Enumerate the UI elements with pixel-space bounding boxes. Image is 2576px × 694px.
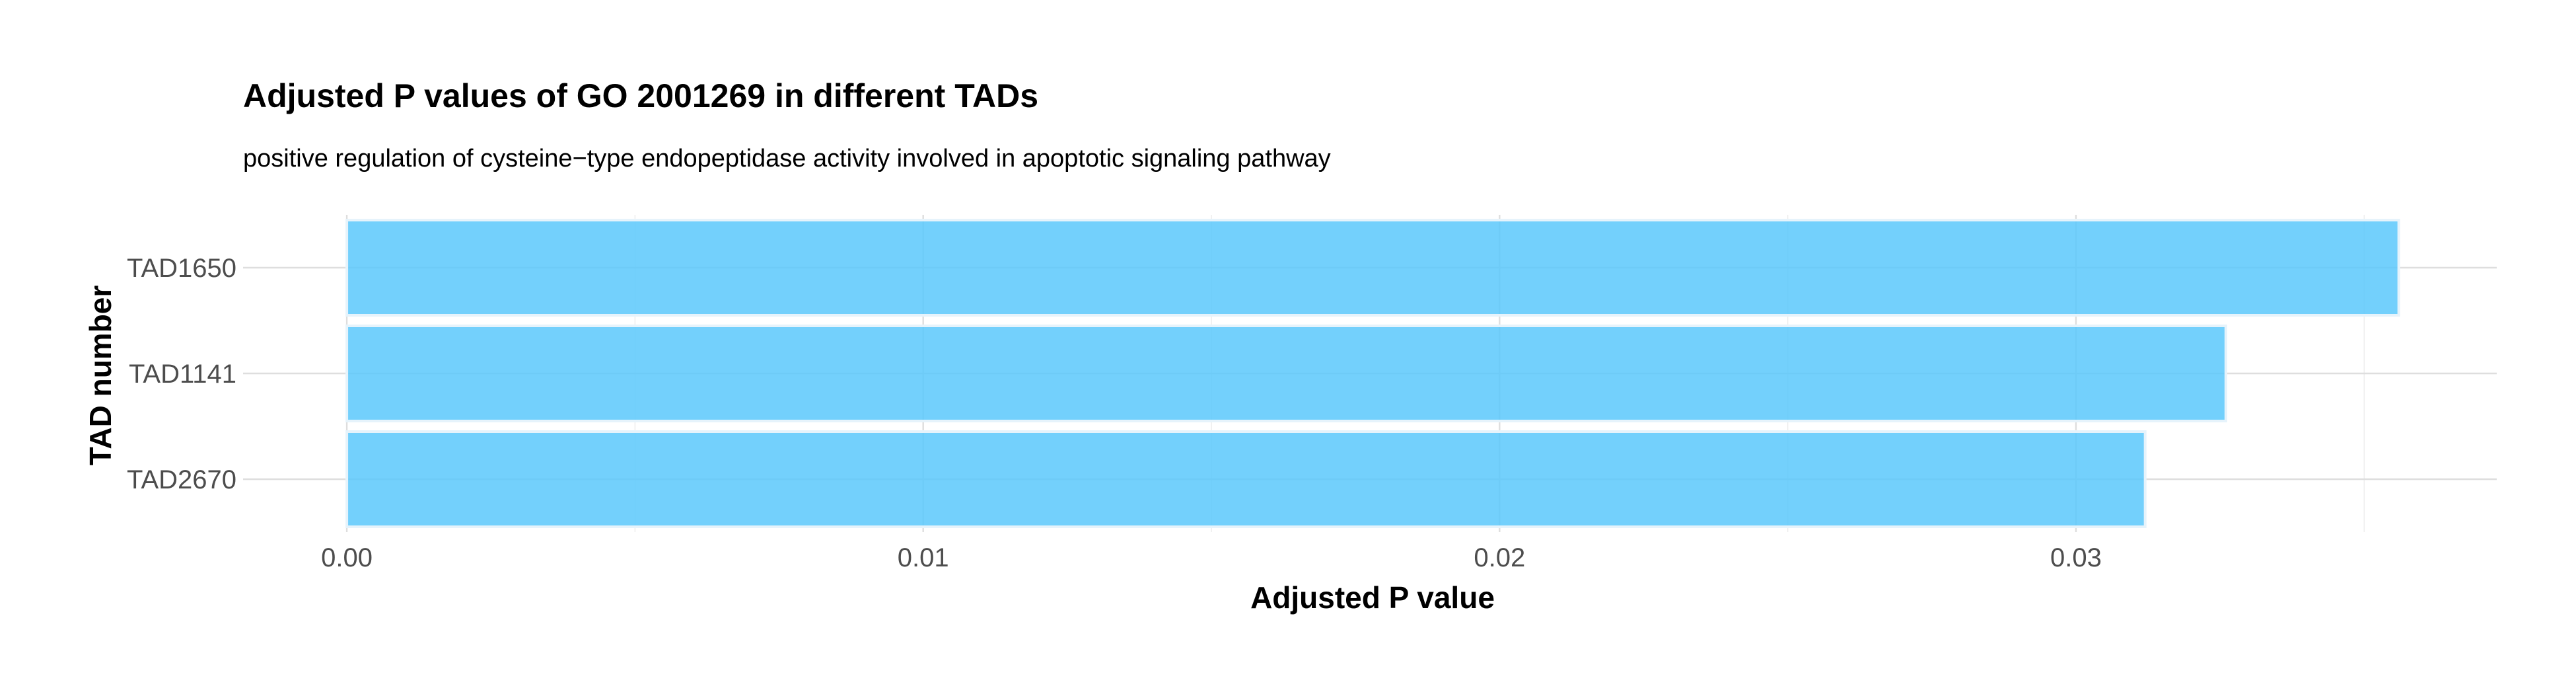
- x-tick-label: 0.03: [2050, 543, 2102, 572]
- chart-title: Adjusted P values of GO 2001269 in diffe…: [243, 77, 1038, 114]
- bars-layer: [345, 219, 2400, 528]
- x-tick-labels: 0.00 0.01 0.02 0.03: [321, 543, 2102, 572]
- x-axis-title: Adjusted P value: [1250, 580, 1495, 615]
- y-tick-label: TAD1141: [129, 360, 236, 389]
- y-axis-title: TAD number: [83, 286, 118, 466]
- x-tick-label: 0.01: [898, 543, 949, 572]
- bar-tad1141: [345, 325, 2227, 422]
- y-tick-labels: TAD1650 TAD1141 TAD2670: [127, 254, 236, 494]
- y-tick-label: TAD2670: [127, 465, 236, 494]
- chart-subtitle: positive regulation of cysteine−type end…: [243, 145, 1331, 173]
- x-tick-label: 0.02: [1474, 543, 1525, 572]
- bar-tad1650: [345, 219, 2400, 317]
- y-tick-label: TAD1650: [127, 254, 236, 283]
- bar-tad2670: [345, 430, 2147, 528]
- x-tick-label: 0.00: [321, 543, 373, 572]
